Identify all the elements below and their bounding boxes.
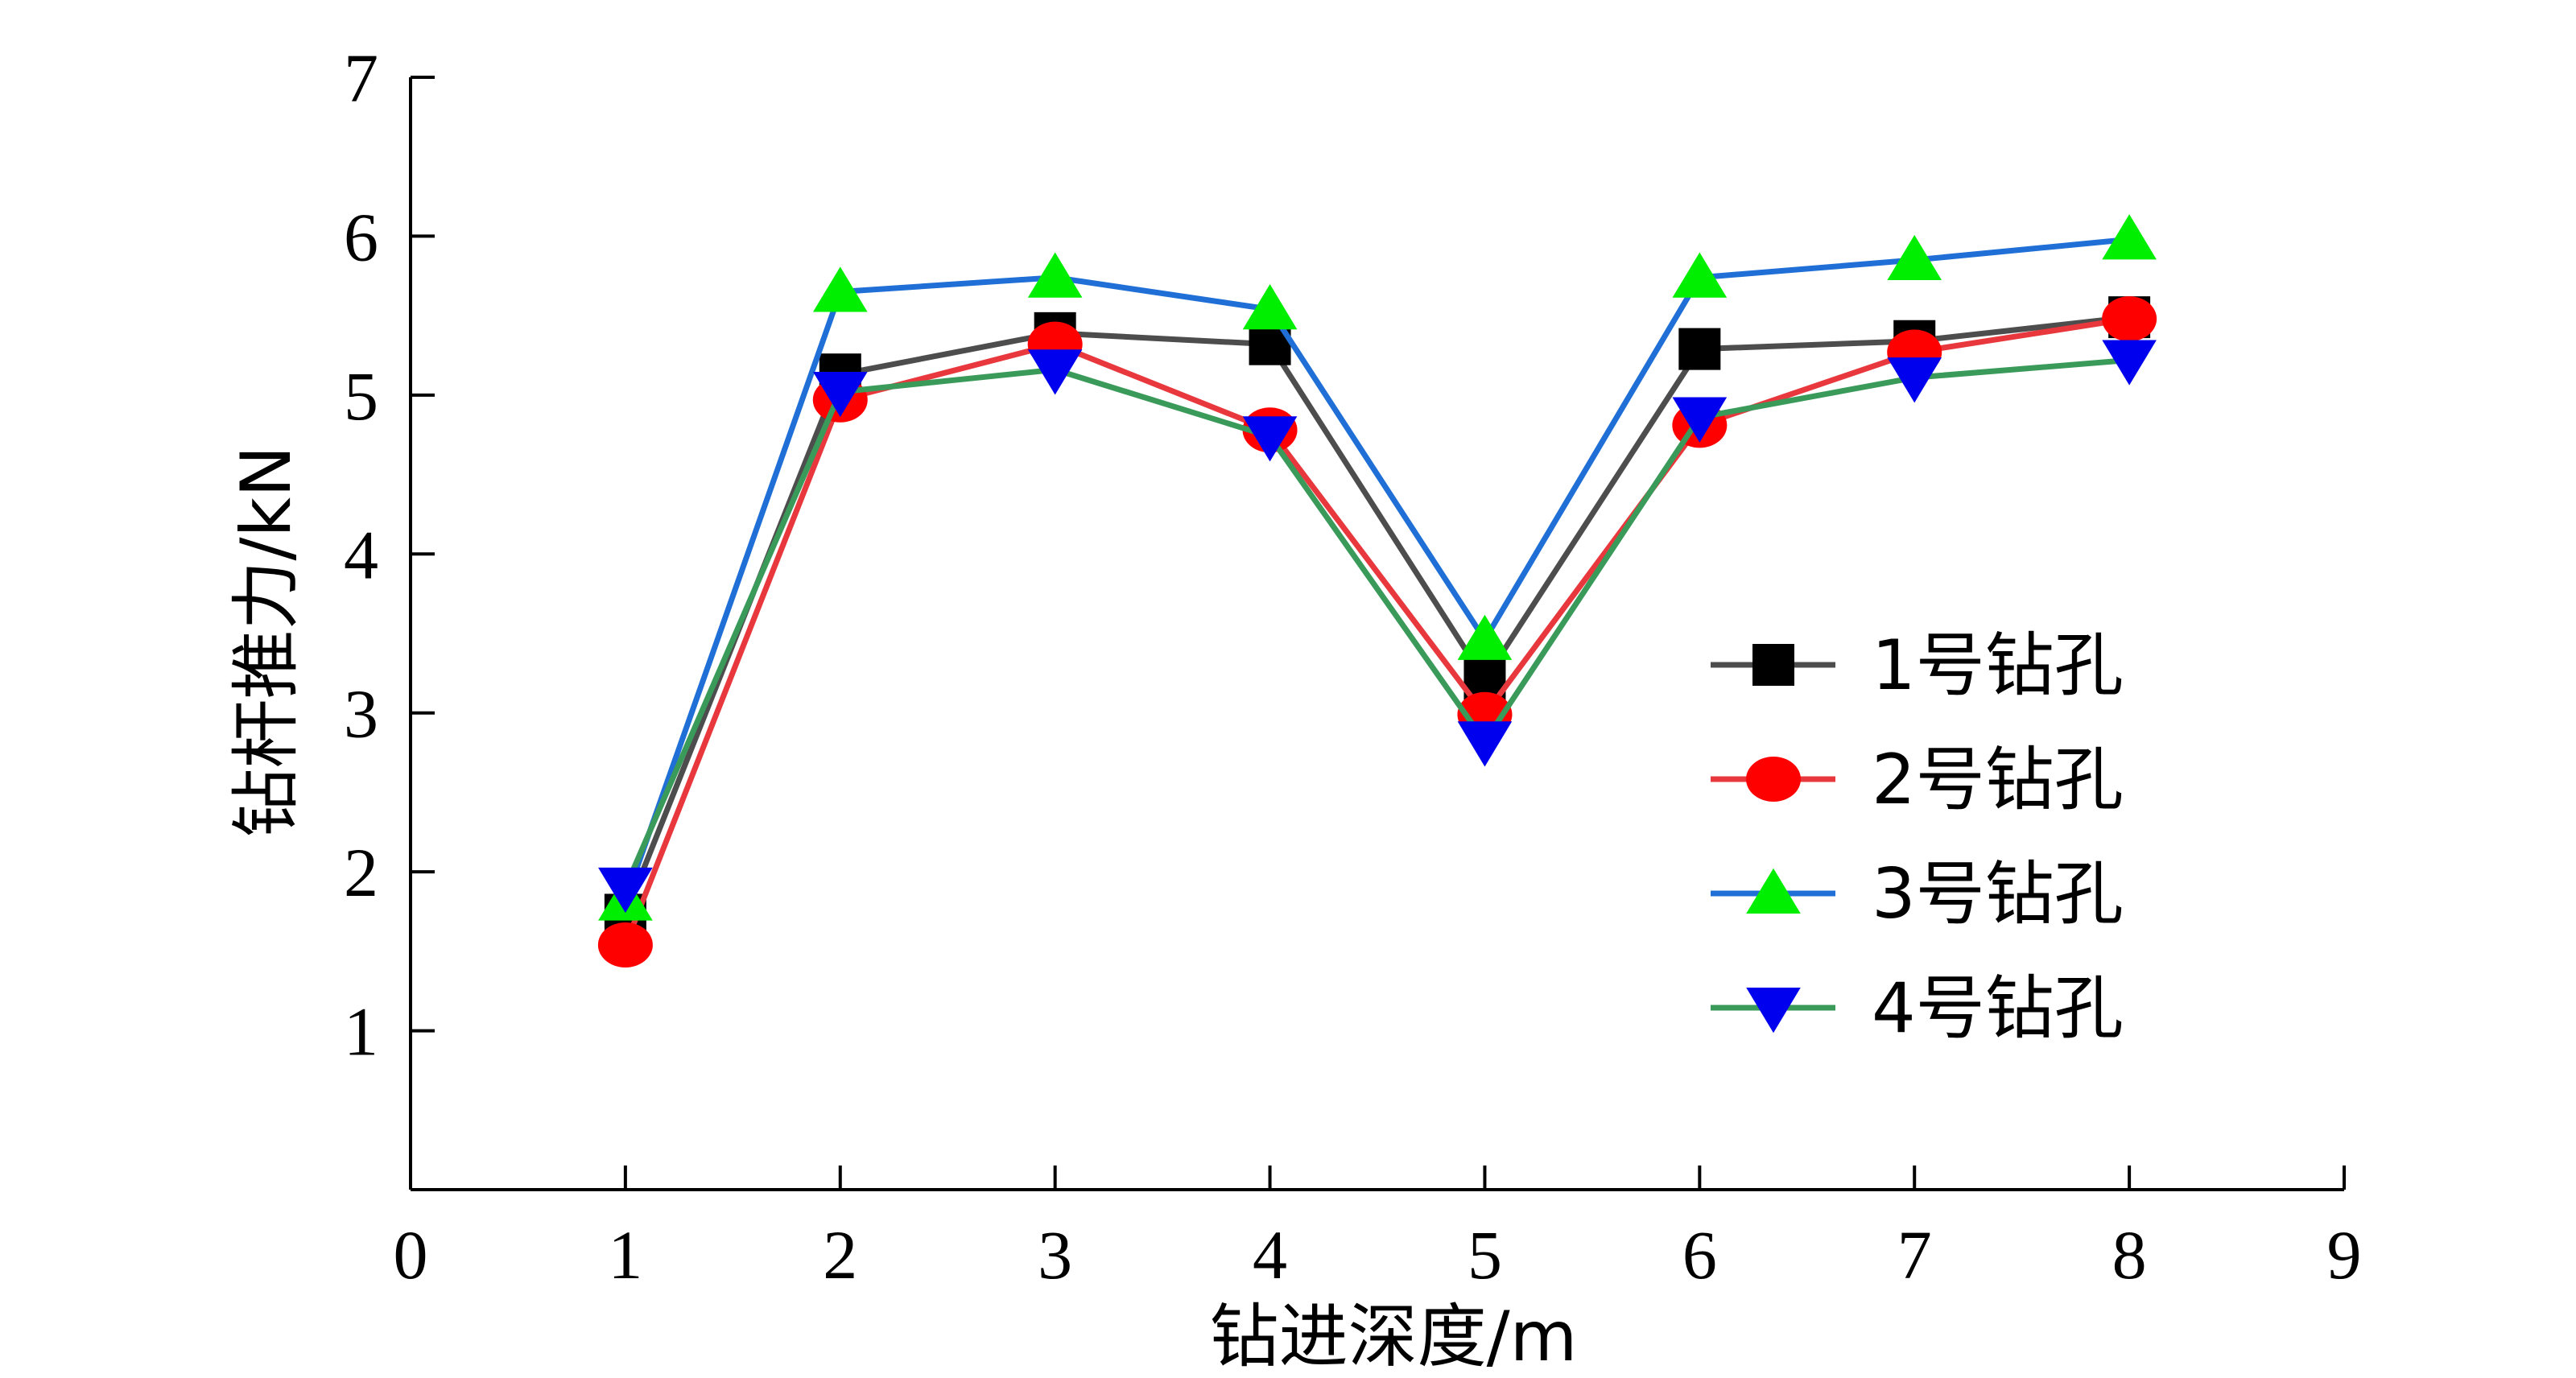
data-point [2102, 296, 2157, 342]
data-point [1457, 721, 1513, 767]
series-line-1 [622, 314, 2130, 916]
legend-label: 1号钻孔 [1872, 625, 2124, 706]
data-point [598, 867, 653, 914]
x-axis-ticks: 0 1 2 3 4 5 6 7 8 9 [394, 1166, 2362, 1293]
legend-label: 3号钻孔 [1872, 854, 2124, 934]
legend-entry: 2号钻孔 [1711, 740, 2124, 820]
legend-marker [1752, 644, 1794, 686]
legend-entry: 1号钻孔 [1711, 625, 2124, 706]
data-point [812, 371, 868, 418]
x-tick-label: 0 [394, 1216, 428, 1293]
data-point [1242, 416, 1298, 462]
data-point [597, 922, 653, 967]
x-tick-label: 1 [608, 1216, 642, 1293]
data-point [1672, 397, 1728, 443]
legend: 1号钻孔 2号钻孔 3号钻孔 4号钻孔 [1711, 625, 2124, 1049]
y-axis-title: 钻杆推力/kN [226, 445, 307, 837]
legend-marker [1746, 988, 1801, 1034]
data-point [1678, 328, 1721, 370]
data-point [1027, 252, 1083, 298]
y-tick-label: 4 [344, 516, 378, 593]
x-tick-label: 7 [1897, 1216, 1932, 1293]
x-tick-label: 8 [2112, 1216, 2147, 1293]
series-line-3 [622, 236, 2130, 901]
data-point [1457, 614, 1513, 660]
axes: 0 1 2 3 4 5 6 7 8 9 1 2 3 4 5 6 7 [344, 39, 2362, 1293]
y-axis-ticks: 1 2 3 4 5 6 7 [344, 39, 435, 1071]
y-tick-label: 3 [344, 675, 378, 753]
series-4 [598, 340, 2157, 914]
legend-marker [1746, 868, 1801, 914]
x-tick-label: 9 [2327, 1216, 2362, 1293]
x-tick-label: 6 [1682, 1216, 1717, 1293]
legend-label: 4号钻孔 [1872, 968, 2124, 1049]
x-tick-label: 5 [1468, 1216, 1502, 1293]
plot-area [597, 214, 2157, 967]
legend-label: 2号钻孔 [1872, 740, 2124, 820]
y-tick-label: 6 [344, 198, 378, 275]
data-point [1887, 234, 1942, 281]
x-axis-title: 钻进深度/m [1210, 1297, 1578, 1377]
data-point [2102, 340, 2157, 386]
y-tick-label: 2 [344, 834, 378, 911]
legend-entry: 3号钻孔 [1711, 854, 2124, 934]
legend-entry: 4号钻孔 [1711, 968, 2124, 1049]
data-point [2102, 214, 2157, 260]
x-tick-label: 2 [823, 1216, 857, 1293]
data-point [812, 266, 868, 312]
y-tick-label: 7 [344, 39, 378, 117]
series-3 [598, 214, 2157, 921]
data-point [1672, 252, 1728, 298]
data-point [1027, 349, 1083, 395]
x-tick-label: 4 [1253, 1216, 1287, 1293]
x-tick-label: 3 [1038, 1216, 1072, 1293]
y-tick-label: 1 [344, 993, 378, 1071]
series-line-4 [622, 357, 2130, 889]
data-point [1242, 284, 1298, 330]
legend-marker [1746, 757, 1801, 802]
data-point [1887, 357, 1942, 403]
y-tick-label: 5 [344, 357, 378, 435]
